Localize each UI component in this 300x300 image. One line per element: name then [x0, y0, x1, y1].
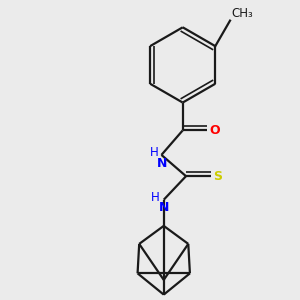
Text: N: N	[157, 157, 167, 169]
Text: O: O	[209, 124, 220, 137]
Text: H: H	[149, 146, 158, 159]
Text: H: H	[151, 190, 160, 204]
Text: S: S	[213, 170, 222, 183]
Text: N: N	[159, 201, 170, 214]
Text: CH₃: CH₃	[232, 7, 253, 20]
